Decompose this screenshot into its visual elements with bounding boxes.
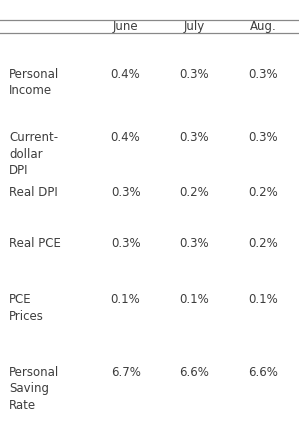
Text: 0.3%: 0.3% xyxy=(248,131,278,145)
Text: 6.6%: 6.6% xyxy=(179,366,209,379)
Text: 0.3%: 0.3% xyxy=(111,186,141,199)
Text: 6.7%: 6.7% xyxy=(111,366,141,379)
Text: 0.3%: 0.3% xyxy=(111,237,141,250)
Text: 0.1%: 0.1% xyxy=(111,293,141,307)
Text: June: June xyxy=(113,20,138,33)
Text: Personal
Income: Personal Income xyxy=(9,68,59,97)
Text: 0.1%: 0.1% xyxy=(179,293,209,307)
Text: Real DPI: Real DPI xyxy=(9,186,58,199)
Text: 0.2%: 0.2% xyxy=(248,237,278,250)
Text: Current-
dollar
DPI: Current- dollar DPI xyxy=(9,131,58,177)
Text: Real PCE: Real PCE xyxy=(9,237,61,250)
Text: July: July xyxy=(184,20,205,33)
Text: 0.3%: 0.3% xyxy=(179,237,209,250)
Text: 0.2%: 0.2% xyxy=(248,186,278,199)
Text: 0.1%: 0.1% xyxy=(248,293,278,307)
Text: PCE
Prices: PCE Prices xyxy=(9,293,44,323)
Text: 0.3%: 0.3% xyxy=(248,68,278,81)
Text: 0.3%: 0.3% xyxy=(179,131,209,145)
Text: Personal
Saving
Rate: Personal Saving Rate xyxy=(9,366,59,412)
Text: 6.6%: 6.6% xyxy=(248,366,278,379)
Text: Aug.: Aug. xyxy=(250,20,277,33)
Text: 0.2%: 0.2% xyxy=(179,186,209,199)
Text: 0.3%: 0.3% xyxy=(179,68,209,81)
Text: 0.4%: 0.4% xyxy=(111,131,141,145)
Text: 0.4%: 0.4% xyxy=(111,68,141,81)
